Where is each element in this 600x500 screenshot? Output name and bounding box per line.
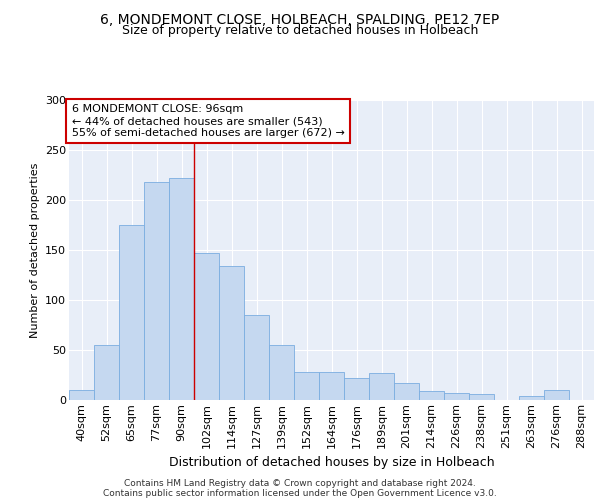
Bar: [544, 390, 569, 400]
Text: 6 MONDEMONT CLOSE: 96sqm
← 44% of detached houses are smaller (543)
55% of semi-: 6 MONDEMONT CLOSE: 96sqm ← 44% of detach…: [71, 104, 344, 138]
Text: Size of property relative to detached houses in Holbeach: Size of property relative to detached ho…: [122, 24, 478, 37]
Bar: [319, 372, 344, 400]
Bar: [344, 378, 369, 400]
Bar: [119, 225, 144, 400]
Bar: [469, 394, 494, 400]
Bar: [194, 253, 219, 400]
X-axis label: Distribution of detached houses by size in Holbeach: Distribution of detached houses by size …: [169, 456, 494, 469]
Bar: [294, 372, 319, 400]
Y-axis label: Number of detached properties: Number of detached properties: [29, 162, 40, 338]
Bar: [94, 345, 119, 400]
Bar: [269, 345, 294, 400]
Bar: [219, 266, 244, 400]
Bar: [444, 393, 469, 400]
Bar: [419, 391, 444, 400]
Bar: [69, 390, 94, 400]
Text: Contains public sector information licensed under the Open Government Licence v3: Contains public sector information licen…: [103, 488, 497, 498]
Bar: [244, 315, 269, 400]
Bar: [394, 383, 419, 400]
Bar: [144, 182, 169, 400]
Bar: [369, 373, 394, 400]
Bar: [169, 178, 194, 400]
Bar: [519, 396, 544, 400]
Text: 6, MONDEMONT CLOSE, HOLBEACH, SPALDING, PE12 7EP: 6, MONDEMONT CLOSE, HOLBEACH, SPALDING, …: [100, 12, 500, 26]
Text: Contains HM Land Registry data © Crown copyright and database right 2024.: Contains HM Land Registry data © Crown c…: [124, 478, 476, 488]
